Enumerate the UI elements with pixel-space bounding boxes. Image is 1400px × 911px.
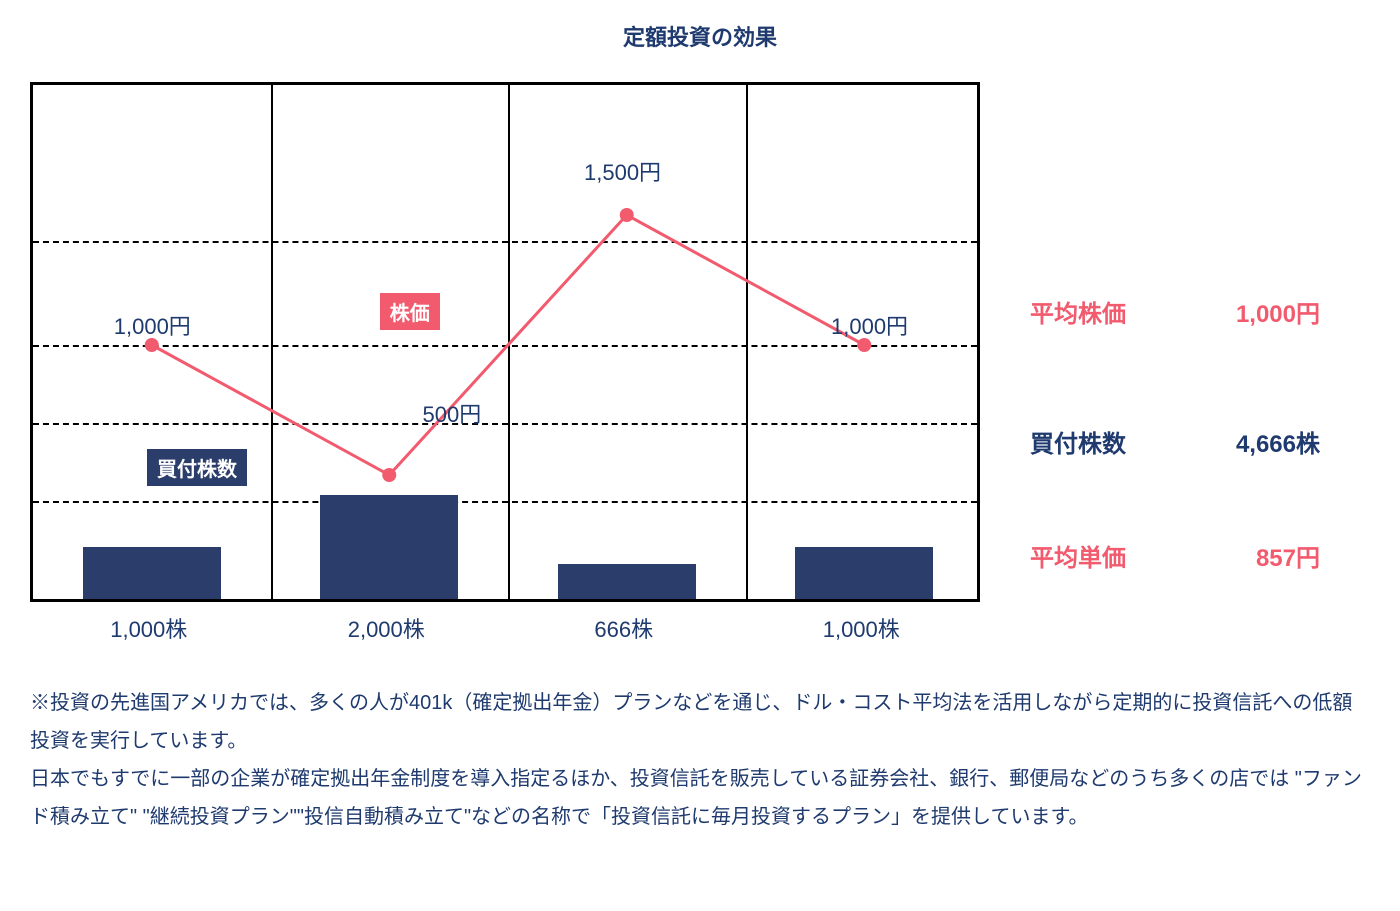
bar bbox=[558, 564, 696, 599]
stat-value: 4,666株 bbox=[1236, 424, 1320, 459]
stat-value: 857円 bbox=[1256, 538, 1320, 573]
price-label: 1,000円 bbox=[114, 309, 191, 341]
x-axis-label: 1,000株 bbox=[30, 612, 268, 644]
footnote-text: ※投資の先進国アメリカでは、多くの人が401k（確定拠出年金）プランなどを通じ、… bbox=[30, 684, 1370, 836]
gridline bbox=[33, 345, 977, 347]
chart-title: 定額投資の効果 bbox=[30, 20, 1370, 52]
price-label: 1,500円 bbox=[584, 155, 661, 187]
gridline bbox=[33, 241, 977, 243]
stat-label: 平均株価 bbox=[1030, 294, 1126, 329]
x-axis-label: 2,000株 bbox=[268, 612, 506, 644]
x-axis-label: 666株 bbox=[505, 612, 743, 644]
stat-row: 平均株価 1,000円 bbox=[1030, 294, 1320, 329]
x-axis-label: 1,000株 bbox=[743, 612, 981, 644]
bar bbox=[795, 547, 933, 599]
main-row: 1,000円500円1,500円1,000円株価買付株数 1,000株2,000… bbox=[30, 82, 1370, 644]
chart-wrap: 1,000円500円1,500円1,000円株価買付株数 1,000株2,000… bbox=[30, 82, 980, 644]
stat-row: 買付株数 4,666株 bbox=[1030, 424, 1320, 459]
bar bbox=[320, 495, 458, 599]
column-separator bbox=[746, 85, 748, 599]
gridline bbox=[33, 423, 977, 425]
gridline bbox=[33, 501, 977, 503]
chart-plot-area: 1,000円 500円 1,500円 1,000円 株価買付株数 bbox=[30, 82, 980, 602]
footnote-line: ※投資の先進国アメリカでは、多くの人が401k（確定拠出年金）プランなどを通じ、… bbox=[30, 684, 1370, 760]
bar-badge: 買付株数 bbox=[147, 449, 247, 486]
stat-label: 平均単価 bbox=[1030, 538, 1126, 573]
stat-label: 買付株数 bbox=[1030, 424, 1126, 459]
column-separator bbox=[508, 85, 510, 599]
price-label: 1,000円 bbox=[831, 309, 908, 341]
price-badge: 株価 bbox=[380, 293, 440, 330]
column-separator bbox=[271, 85, 273, 599]
price-label: 500円 bbox=[423, 397, 482, 429]
bar bbox=[83, 547, 221, 599]
footnote-line: 日本でもすでに一部の企業が確定拠出年金制度を導入指定るほか、投資信託を販売してい… bbox=[30, 760, 1370, 836]
stat-row: 平均単価 857円 bbox=[1030, 538, 1320, 573]
stat-value: 1,000円 bbox=[1236, 294, 1320, 329]
x-axis-labels: 1,000株2,000株666株1,000株 bbox=[30, 612, 980, 644]
